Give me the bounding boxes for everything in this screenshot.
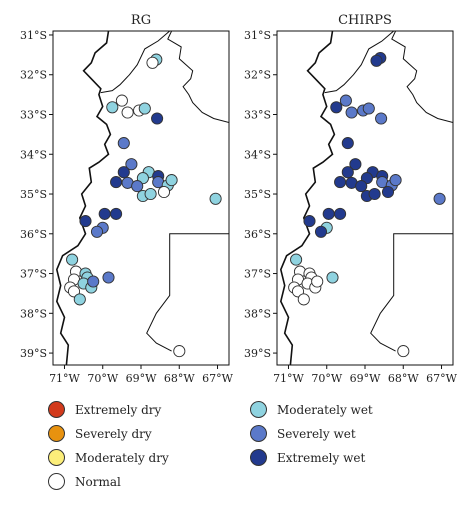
station-marker-extremely-wet	[110, 176, 123, 189]
lat-tick-label: 37°S	[20, 268, 47, 281]
station-marker-normal	[397, 345, 410, 358]
station-marker-moderately-wet	[326, 271, 339, 284]
map-boundaries	[279, 31, 453, 365]
lat-tick-label: 39°S	[20, 347, 47, 360]
province-border	[391, 31, 453, 123]
station-marker-severely-wet	[389, 174, 402, 187]
station-marker-extremely-wet	[79, 215, 92, 228]
lat-tick-label: 33°S	[20, 109, 47, 122]
province-border	[100, 31, 171, 94]
lat-tick-label: 31°S	[244, 29, 271, 42]
lon-tick-label: 71°W	[49, 372, 80, 385]
station-marker-normal	[173, 345, 186, 358]
station-markers	[288, 51, 446, 358]
station-marker-extremely-wet	[334, 207, 347, 220]
station-marker-extremely-wet	[355, 180, 368, 193]
lat-tick-label: 36°S	[20, 228, 47, 241]
station-marker-moderately-wet	[165, 174, 178, 187]
lon-tick-label: 67°W	[202, 372, 233, 385]
station-marker-normal	[157, 185, 171, 199]
lon-tick-label: 71°W	[273, 372, 304, 385]
station-marker-extremely-wet	[322, 207, 335, 220]
station-marker-extremely-wet	[110, 207, 123, 220]
station-marker-normal	[146, 56, 159, 69]
station-marker-extremely-wet	[303, 215, 316, 228]
station-marker-moderately-wet	[106, 101, 119, 114]
lon-tick-label: 70°W	[87, 372, 118, 385]
station-marker-severely-wet	[362, 102, 375, 115]
station-marker-extremely-wet	[117, 166, 130, 179]
panel-title: CHIRPS	[338, 13, 392, 28]
station-marker-extremely-wet	[341, 137, 354, 150]
station-marker-moderately-wet	[209, 192, 222, 205]
lat-tick-label: 37°S	[244, 268, 271, 281]
lat-tick-label: 39°S	[244, 347, 271, 360]
province-border	[370, 233, 453, 352]
country-border	[279, 31, 336, 365]
province-border	[146, 233, 229, 352]
lon-tick-label: 68°W	[164, 372, 195, 385]
lat-tick-label: 33°S	[244, 109, 271, 122]
province-border	[167, 31, 229, 123]
map-panel-chirps: CHIRPS 31°S 32°S 33°S 34°S 35°S 36°S 37°S 38°S 39…	[244, 13, 458, 385]
station-marker-severely-wet	[90, 225, 104, 238]
station-marker-severely-wet	[433, 192, 446, 205]
station-marker-severely-wet	[345, 106, 358, 119]
station-marker-normal	[311, 275, 324, 288]
station-marker-moderately-wet	[66, 253, 79, 266]
station-marker-extremely-wet	[330, 101, 343, 114]
station-marker-extremely-wet	[98, 207, 111, 220]
station-marker-severely-wet	[125, 158, 138, 171]
station-marker-extremely-wet	[349, 158, 362, 171]
lon-tick-label: 68°W	[388, 372, 419, 385]
country-border	[55, 31, 112, 365]
station-marker-severely-wet	[131, 180, 144, 193]
station-marker-normal	[121, 106, 134, 119]
station-marker-severely-wet	[87, 275, 100, 288]
map-panel-rg: RG 31°S 32°S 33°S 34°S 35°S 36°S 37°S 38°S 39°S71…	[20, 13, 234, 385]
station-marker-extremely-wet	[334, 176, 347, 189]
lat-tick-label: 32°S	[20, 69, 47, 82]
station-marker-severely-wet	[102, 271, 115, 284]
lon-tick-label: 69°W	[350, 372, 381, 385]
station-marker-moderately-wet	[138, 102, 151, 115]
station-marker-severely-wet	[375, 112, 388, 125]
lat-tick-label: 35°S	[20, 188, 47, 201]
station-marker-moderately-wet	[290, 253, 303, 266]
panel-title: RG	[131, 13, 151, 28]
station-marker-extremely-wet	[314, 225, 328, 238]
province-border	[324, 31, 395, 94]
station-marker-extremely-wet	[341, 166, 354, 179]
station-marker-severely-wet	[339, 94, 352, 107]
lat-tick-label: 38°S	[244, 307, 271, 320]
station-marker-normal	[115, 94, 128, 107]
station-marker-moderately-wet	[73, 293, 86, 306]
station-marker-extremely-wet	[370, 54, 383, 67]
lat-tick-label: 34°S	[20, 148, 47, 161]
station-marker-severely-wet	[117, 137, 130, 150]
map-boundaries	[55, 31, 229, 365]
lon-tick-label: 70°W	[311, 372, 342, 385]
lon-tick-label: 67°W	[426, 372, 457, 385]
lat-tick-label: 34°S	[244, 148, 271, 161]
lat-tick-label: 38°S	[20, 307, 47, 320]
lat-tick-label: 32°S	[244, 69, 271, 82]
lat-tick-label: 35°S	[244, 188, 271, 201]
lat-tick-label: 31°S	[20, 29, 47, 42]
station-markers	[64, 53, 222, 358]
station-marker-normal	[297, 293, 310, 306]
station-marker-extremely-wet	[151, 112, 164, 125]
station-marker-extremely-wet	[381, 185, 395, 199]
station-marker-extremely-wet	[368, 187, 381, 201]
lon-tick-label: 69°W	[126, 372, 157, 385]
lat-tick-label: 36°S	[244, 228, 271, 241]
station-marker-moderately-wet	[144, 187, 157, 201]
